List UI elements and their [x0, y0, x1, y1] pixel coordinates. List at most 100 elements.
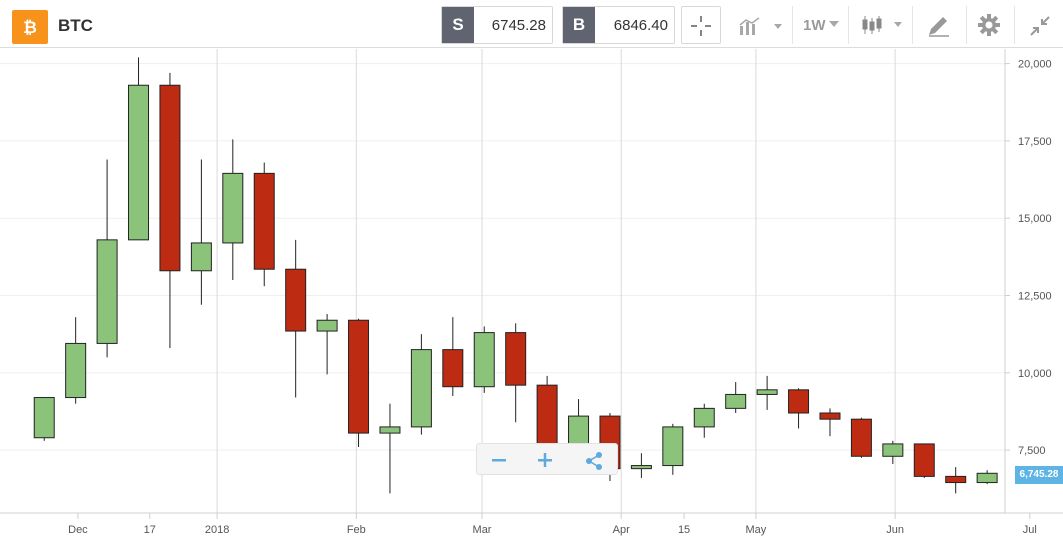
- candle-up: [190, 159, 212, 305]
- candle-body: [190, 242, 212, 272]
- zoom-out-button[interactable]: [477, 444, 521, 474]
- minus-icon: [492, 459, 506, 462]
- y-axis-labels: 7,500 10,000 12,500 15,000 17,500 20,000: [1005, 59, 1052, 457]
- buy-price: 6846.40: [613, 17, 668, 34]
- x-axis-labels: Dec 17 2018 Feb Mar Apr 15 May Jun Jul: [68, 513, 1037, 536]
- y-tick-label: 12,500: [1018, 291, 1052, 303]
- x-tick-label: Apr: [613, 524, 630, 536]
- candle-down: [913, 443, 935, 478]
- candle-up: [725, 382, 747, 413]
- collapse-button[interactable]: [1014, 6, 1063, 44]
- x-tick-label: Mar: [473, 524, 492, 536]
- y-tick-label: 7,500: [1018, 445, 1046, 457]
- candle-body: [285, 268, 307, 332]
- chevron-down-icon: [829, 21, 839, 27]
- candle-body: [788, 389, 810, 414]
- candle-up: [756, 375, 778, 410]
- indicators-button[interactable]: [730, 6, 790, 44]
- price-chart[interactable]: 7,500 10,000 12,500 15,000 17,500 20,000 Dec 1…: [0, 49, 1063, 542]
- candle-up: [882, 440, 904, 465]
- candle-body: [725, 393, 747, 409]
- candle-body: [819, 412, 841, 420]
- candle-up: [693, 403, 715, 438]
- candle-down: [285, 239, 307, 398]
- candle-up: [96, 159, 118, 358]
- candle-down: [819, 408, 841, 437]
- candle-body: [253, 172, 275, 270]
- candle-body: [33, 397, 55, 439]
- svg-text:₿: ₿: [23, 18, 37, 37]
- candle-body: [568, 415, 590, 445]
- candle-body: [316, 319, 338, 332]
- candle-body: [505, 332, 527, 386]
- settings-button[interactable]: [966, 6, 1012, 44]
- share-icon: [586, 452, 602, 470]
- sell-price: 6745.28: [491, 17, 546, 34]
- candlestick-icon: [862, 16, 902, 34]
- candle-up: [473, 326, 495, 393]
- candle-body: [630, 465, 652, 470]
- sell-label: S: [442, 7, 474, 43]
- candle-up: [65, 317, 87, 404]
- timeframe-selector[interactable]: 1W: [792, 6, 846, 44]
- candle-body: [756, 389, 778, 395]
- candle-down: [788, 388, 810, 429]
- zoom-controls: [476, 443, 618, 475]
- current-price-tag: 6,745.28: [1015, 466, 1063, 484]
- candle-down: [442, 317, 464, 396]
- sell-price-button[interactable]: S 6745.28: [441, 6, 553, 44]
- candle-up: [316, 314, 338, 375]
- candle-up: [222, 139, 244, 281]
- candle-up: [33, 397, 55, 441]
- candle-up: [976, 470, 998, 485]
- candle-up: [630, 453, 652, 478]
- candle-down: [505, 323, 527, 423]
- candle-body: [693, 407, 715, 428]
- candle-body: [442, 349, 464, 388]
- candle-body: [348, 319, 370, 434]
- x-tick-label: Feb: [347, 524, 366, 536]
- collapse-arrows-icon: [1030, 16, 1050, 36]
- candle-up: [379, 403, 401, 494]
- candle-body: [882, 443, 904, 457]
- x-tick-label: Jul: [1023, 524, 1037, 536]
- chart-type-button[interactable]: [848, 6, 910, 44]
- y-tick-label: 20,000: [1018, 59, 1052, 71]
- candle-down: [536, 375, 558, 454]
- candle-up: [128, 57, 150, 241]
- crosshair-button[interactable]: [681, 6, 721, 44]
- candle-up: [662, 423, 684, 475]
- candle-body: [159, 84, 181, 272]
- x-tick-label: May: [746, 524, 767, 536]
- candle-down: [159, 72, 181, 349]
- candle-body: [662, 426, 684, 467]
- candle-down: [850, 417, 872, 458]
- zoom-in-button[interactable]: [523, 444, 567, 474]
- candle-body: [945, 475, 967, 484]
- candle-body: [222, 172, 244, 244]
- crosshair-icon: [691, 16, 711, 36]
- x-tick-label: Jun: [886, 524, 904, 536]
- candle-body: [410, 349, 432, 428]
- gear-icon: [978, 14, 1000, 36]
- toolbar: ₿ BTC S 6745.28 B 6846.40: [0, 0, 1063, 48]
- x-tick-label: 17: [144, 524, 156, 536]
- candle-down: [348, 318, 370, 448]
- candle-body: [850, 418, 872, 457]
- drawing-tools-button[interactable]: [912, 6, 964, 44]
- buy-price-button[interactable]: B 6846.40: [562, 6, 675, 44]
- indicators-icon: [739, 17, 782, 35]
- x-tick-label: 15: [678, 524, 690, 536]
- candles: [33, 57, 998, 494]
- candle-up: [568, 399, 590, 445]
- buy-label: B: [563, 7, 595, 43]
- candle-body: [379, 426, 401, 434]
- y-tick-label: 15,000: [1018, 213, 1052, 225]
- candle-body: [536, 384, 558, 445]
- candle-body: [976, 472, 998, 484]
- pencil-icon: [929, 17, 949, 37]
- candle-body: [128, 84, 150, 241]
- share-button[interactable]: [571, 444, 615, 474]
- plus-icon: [538, 453, 552, 467]
